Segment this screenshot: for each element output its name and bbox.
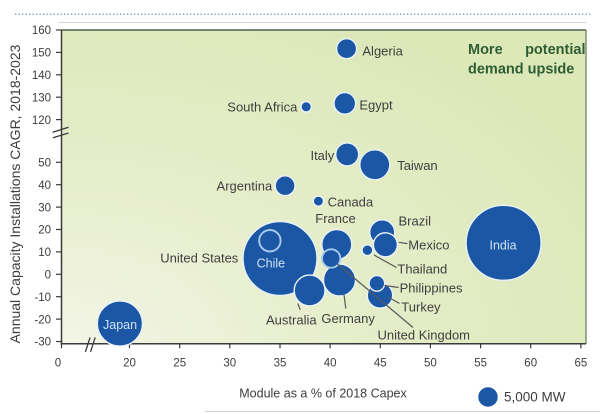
svg-text:France: France xyxy=(315,211,355,226)
svg-text:India: India xyxy=(490,238,517,252)
svg-text:55: 55 xyxy=(474,358,487,370)
svg-text:More: More xyxy=(468,42,503,58)
svg-text:120: 120 xyxy=(32,115,51,127)
svg-text:50: 50 xyxy=(38,158,51,170)
svg-text:10: 10 xyxy=(38,247,51,259)
svg-text:160: 160 xyxy=(32,25,51,37)
svg-text:demand upside: demand upside xyxy=(468,62,574,78)
svg-text:Annual Capacity Installations: Annual Capacity Installations CAGR, 2018… xyxy=(7,44,23,343)
svg-text:65: 65 xyxy=(575,358,588,370)
svg-text:25: 25 xyxy=(173,358,186,370)
svg-text:Japan: Japan xyxy=(103,318,137,332)
svg-text:Chile: Chile xyxy=(257,256,286,270)
svg-text:Taiwan: Taiwan xyxy=(397,158,437,173)
svg-text:Italy: Italy xyxy=(310,148,334,163)
svg-text:Algeria: Algeria xyxy=(362,44,403,59)
svg-text:South Africa: South Africa xyxy=(227,100,298,115)
svg-text:Canada: Canada xyxy=(328,195,374,210)
svg-text:40: 40 xyxy=(38,180,51,192)
svg-text:140: 140 xyxy=(32,70,51,82)
svg-text:20: 20 xyxy=(38,225,51,237)
svg-text:0: 0 xyxy=(55,358,61,370)
svg-text:Mexico: Mexico xyxy=(408,237,449,252)
svg-text:5,000 MW: 5,000 MW xyxy=(504,390,566,405)
svg-text:40: 40 xyxy=(324,358,337,370)
svg-text:Turkey: Turkey xyxy=(401,300,441,315)
svg-text:30: 30 xyxy=(38,202,51,214)
svg-text:150: 150 xyxy=(32,48,51,60)
svg-text:Brazil: Brazil xyxy=(399,214,432,229)
svg-text:United States: United States xyxy=(160,251,239,266)
svg-text:0: 0 xyxy=(45,270,51,282)
svg-text:United Kingdom: United Kingdom xyxy=(378,328,471,343)
svg-text:60: 60 xyxy=(524,358,537,370)
svg-text:30: 30 xyxy=(223,358,236,370)
svg-text:50: 50 xyxy=(424,358,437,370)
svg-text:Australia: Australia xyxy=(266,313,317,328)
svg-text:Argentina: Argentina xyxy=(217,178,273,193)
svg-text:Philippines: Philippines xyxy=(400,280,463,295)
svg-text:-30: -30 xyxy=(34,337,51,349)
svg-text:20: 20 xyxy=(123,358,136,370)
svg-text:35: 35 xyxy=(274,358,287,370)
svg-text:Module as a % of 2018 Capex: Module as a % of 2018 Capex xyxy=(239,387,407,401)
svg-text:Germany: Germany xyxy=(321,311,375,326)
svg-text:130: 130 xyxy=(32,92,51,104)
svg-text:45: 45 xyxy=(374,358,387,370)
svg-text:potential: potential xyxy=(525,42,585,58)
svg-text:Thailand: Thailand xyxy=(397,261,447,276)
svg-text:-10: -10 xyxy=(34,292,51,304)
svg-text:Egypt: Egypt xyxy=(359,98,393,113)
svg-text:-20: -20 xyxy=(34,314,51,326)
